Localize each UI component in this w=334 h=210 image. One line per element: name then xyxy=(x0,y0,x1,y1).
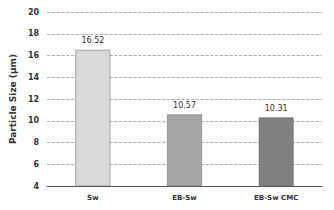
svg-text:8: 8 xyxy=(33,138,39,147)
svg-text:6: 6 xyxy=(33,160,39,169)
svg-text:EB-Sw: EB-Sw xyxy=(172,194,197,202)
svg-text:10: 10 xyxy=(28,116,40,125)
svg-text:12: 12 xyxy=(28,95,39,104)
svg-text:20: 20 xyxy=(28,8,40,17)
svg-text:14: 14 xyxy=(28,73,40,82)
svg-text:Particle Size (μm): Particle Size (μm) xyxy=(8,54,18,144)
svg-text:Sw: Sw xyxy=(87,194,99,202)
svg-text:16: 16 xyxy=(28,51,40,60)
svg-text:4: 4 xyxy=(33,182,39,191)
svg-text:10.31: 10.31 xyxy=(265,104,288,113)
svg-text:EB-Sw CMC: EB-Sw CMC xyxy=(254,194,298,202)
svg-text:16.52: 16.52 xyxy=(81,36,104,45)
svg-text:18: 18 xyxy=(28,29,40,38)
svg-text:10.57: 10.57 xyxy=(173,101,196,110)
